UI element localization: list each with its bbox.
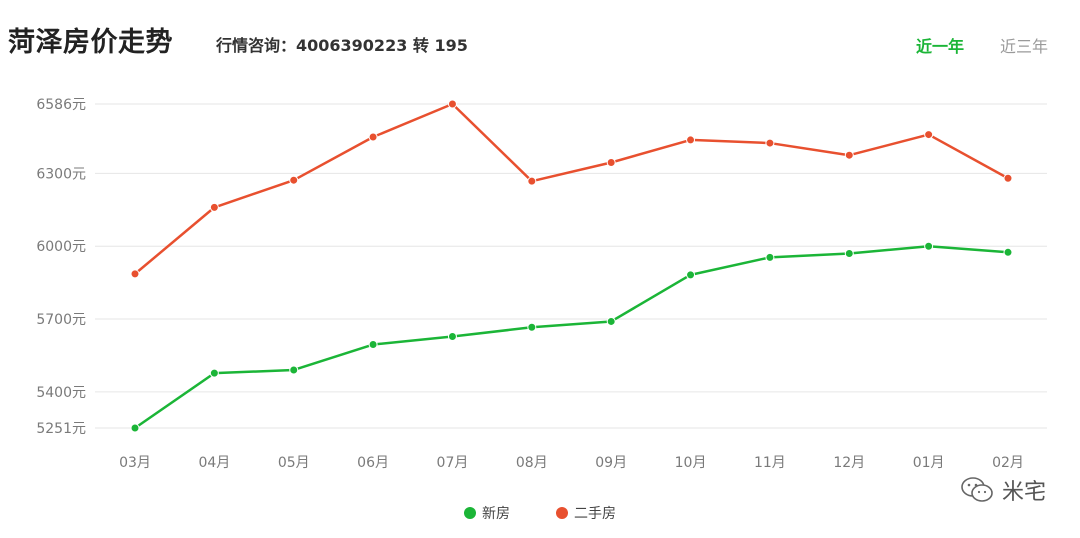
- data-point[interactable]: [686, 270, 696, 280]
- data-point[interactable]: [844, 249, 854, 259]
- legend-item-new[interactable]: 新房: [464, 503, 510, 523]
- y-axis-ticks: 5251元 5400元 5700元 6000元 6300元 6586元: [36, 97, 86, 437]
- x-tick-label: 04月: [198, 455, 230, 471]
- data-point[interactable]: [289, 365, 299, 375]
- data-point[interactable]: [924, 241, 934, 251]
- y-tick-label: 5400元: [36, 385, 86, 401]
- x-tick-label: 06月: [357, 455, 389, 471]
- y-tick-label: 5700元: [36, 312, 86, 328]
- data-point[interactable]: [606, 157, 616, 167]
- y-tick-label: 6586元: [36, 97, 86, 113]
- data-point[interactable]: [130, 423, 140, 433]
- legend-label-new: 新房: [482, 506, 510, 522]
- series-layer: [130, 99, 1013, 433]
- tab-three-years[interactable]: 近三年: [999, 37, 1048, 56]
- legend-label-second-hand: 二手房: [574, 506, 616, 522]
- x-tick-label: 09月: [595, 455, 627, 471]
- series-line: [134, 102, 1009, 275]
- data-point[interactable]: [527, 176, 537, 186]
- legend: 新房 二手房: [0, 503, 1080, 523]
- x-tick-label: 11月: [754, 455, 786, 471]
- hotline-text: 行情咨询：4006390223 转 195: [216, 36, 468, 55]
- x-tick-label: 10月: [675, 455, 707, 471]
- legend-dot-second-hand-icon: [556, 507, 568, 519]
- legend-item-second-hand[interactable]: 二手房: [556, 503, 616, 523]
- wechat-icon: [961, 477, 993, 502]
- price-trend-chart: 5251元 5400元 5700元 6000元 6300元 6586元 03月 04月 05月…: [36, 97, 1047, 471]
- data-point[interactable]: [447, 332, 457, 342]
- data-point[interactable]: [368, 340, 378, 350]
- watermark: 米宅: [960, 474, 1046, 506]
- watermark-text: 米宅: [1001, 480, 1046, 505]
- data-point[interactable]: [209, 202, 219, 212]
- period-tabs: 近一年 近三年: [916, 33, 1048, 57]
- data-point[interactable]: [289, 175, 299, 185]
- data-point[interactable]: [765, 252, 775, 262]
- series-line: [134, 244, 1009, 430]
- data-point[interactable]: [209, 368, 219, 378]
- tab-one-year[interactable]: 近一年: [915, 37, 964, 56]
- data-point[interactable]: [606, 316, 616, 326]
- legend-dot-new-icon: [464, 507, 476, 519]
- x-tick-label: 07月: [437, 455, 469, 471]
- data-point[interactable]: [130, 269, 140, 279]
- data-point[interactable]: [844, 150, 854, 160]
- x-tick-label: 12月: [833, 455, 865, 471]
- x-tick-label: 03月: [119, 455, 151, 471]
- data-point[interactable]: [368, 132, 378, 142]
- page-title: 菏泽房价走势: [8, 27, 173, 58]
- data-point[interactable]: [447, 99, 457, 109]
- y-tick-label: 6000元: [36, 239, 86, 255]
- data-point[interactable]: [1003, 247, 1013, 257]
- x-tick-label: 05月: [278, 455, 310, 471]
- x-tick-label: 08月: [516, 455, 548, 471]
- data-point[interactable]: [924, 130, 934, 140]
- data-point[interactable]: [527, 322, 537, 332]
- data-point[interactable]: [765, 138, 775, 148]
- x-tick-label: 01月: [913, 455, 945, 471]
- y-tick-label: 5251元: [36, 421, 86, 437]
- x-tick-label: 02月: [992, 455, 1024, 471]
- data-point[interactable]: [686, 135, 696, 145]
- x-axis-ticks: 03月 04月 05月 06月 07月 08月 09月 10月 11月 12月 01月 02月: [119, 455, 1024, 471]
- grid-layer: [95, 103, 1047, 429]
- y-tick-label: 6300元: [36, 166, 86, 182]
- data-point[interactable]: [1003, 173, 1013, 183]
